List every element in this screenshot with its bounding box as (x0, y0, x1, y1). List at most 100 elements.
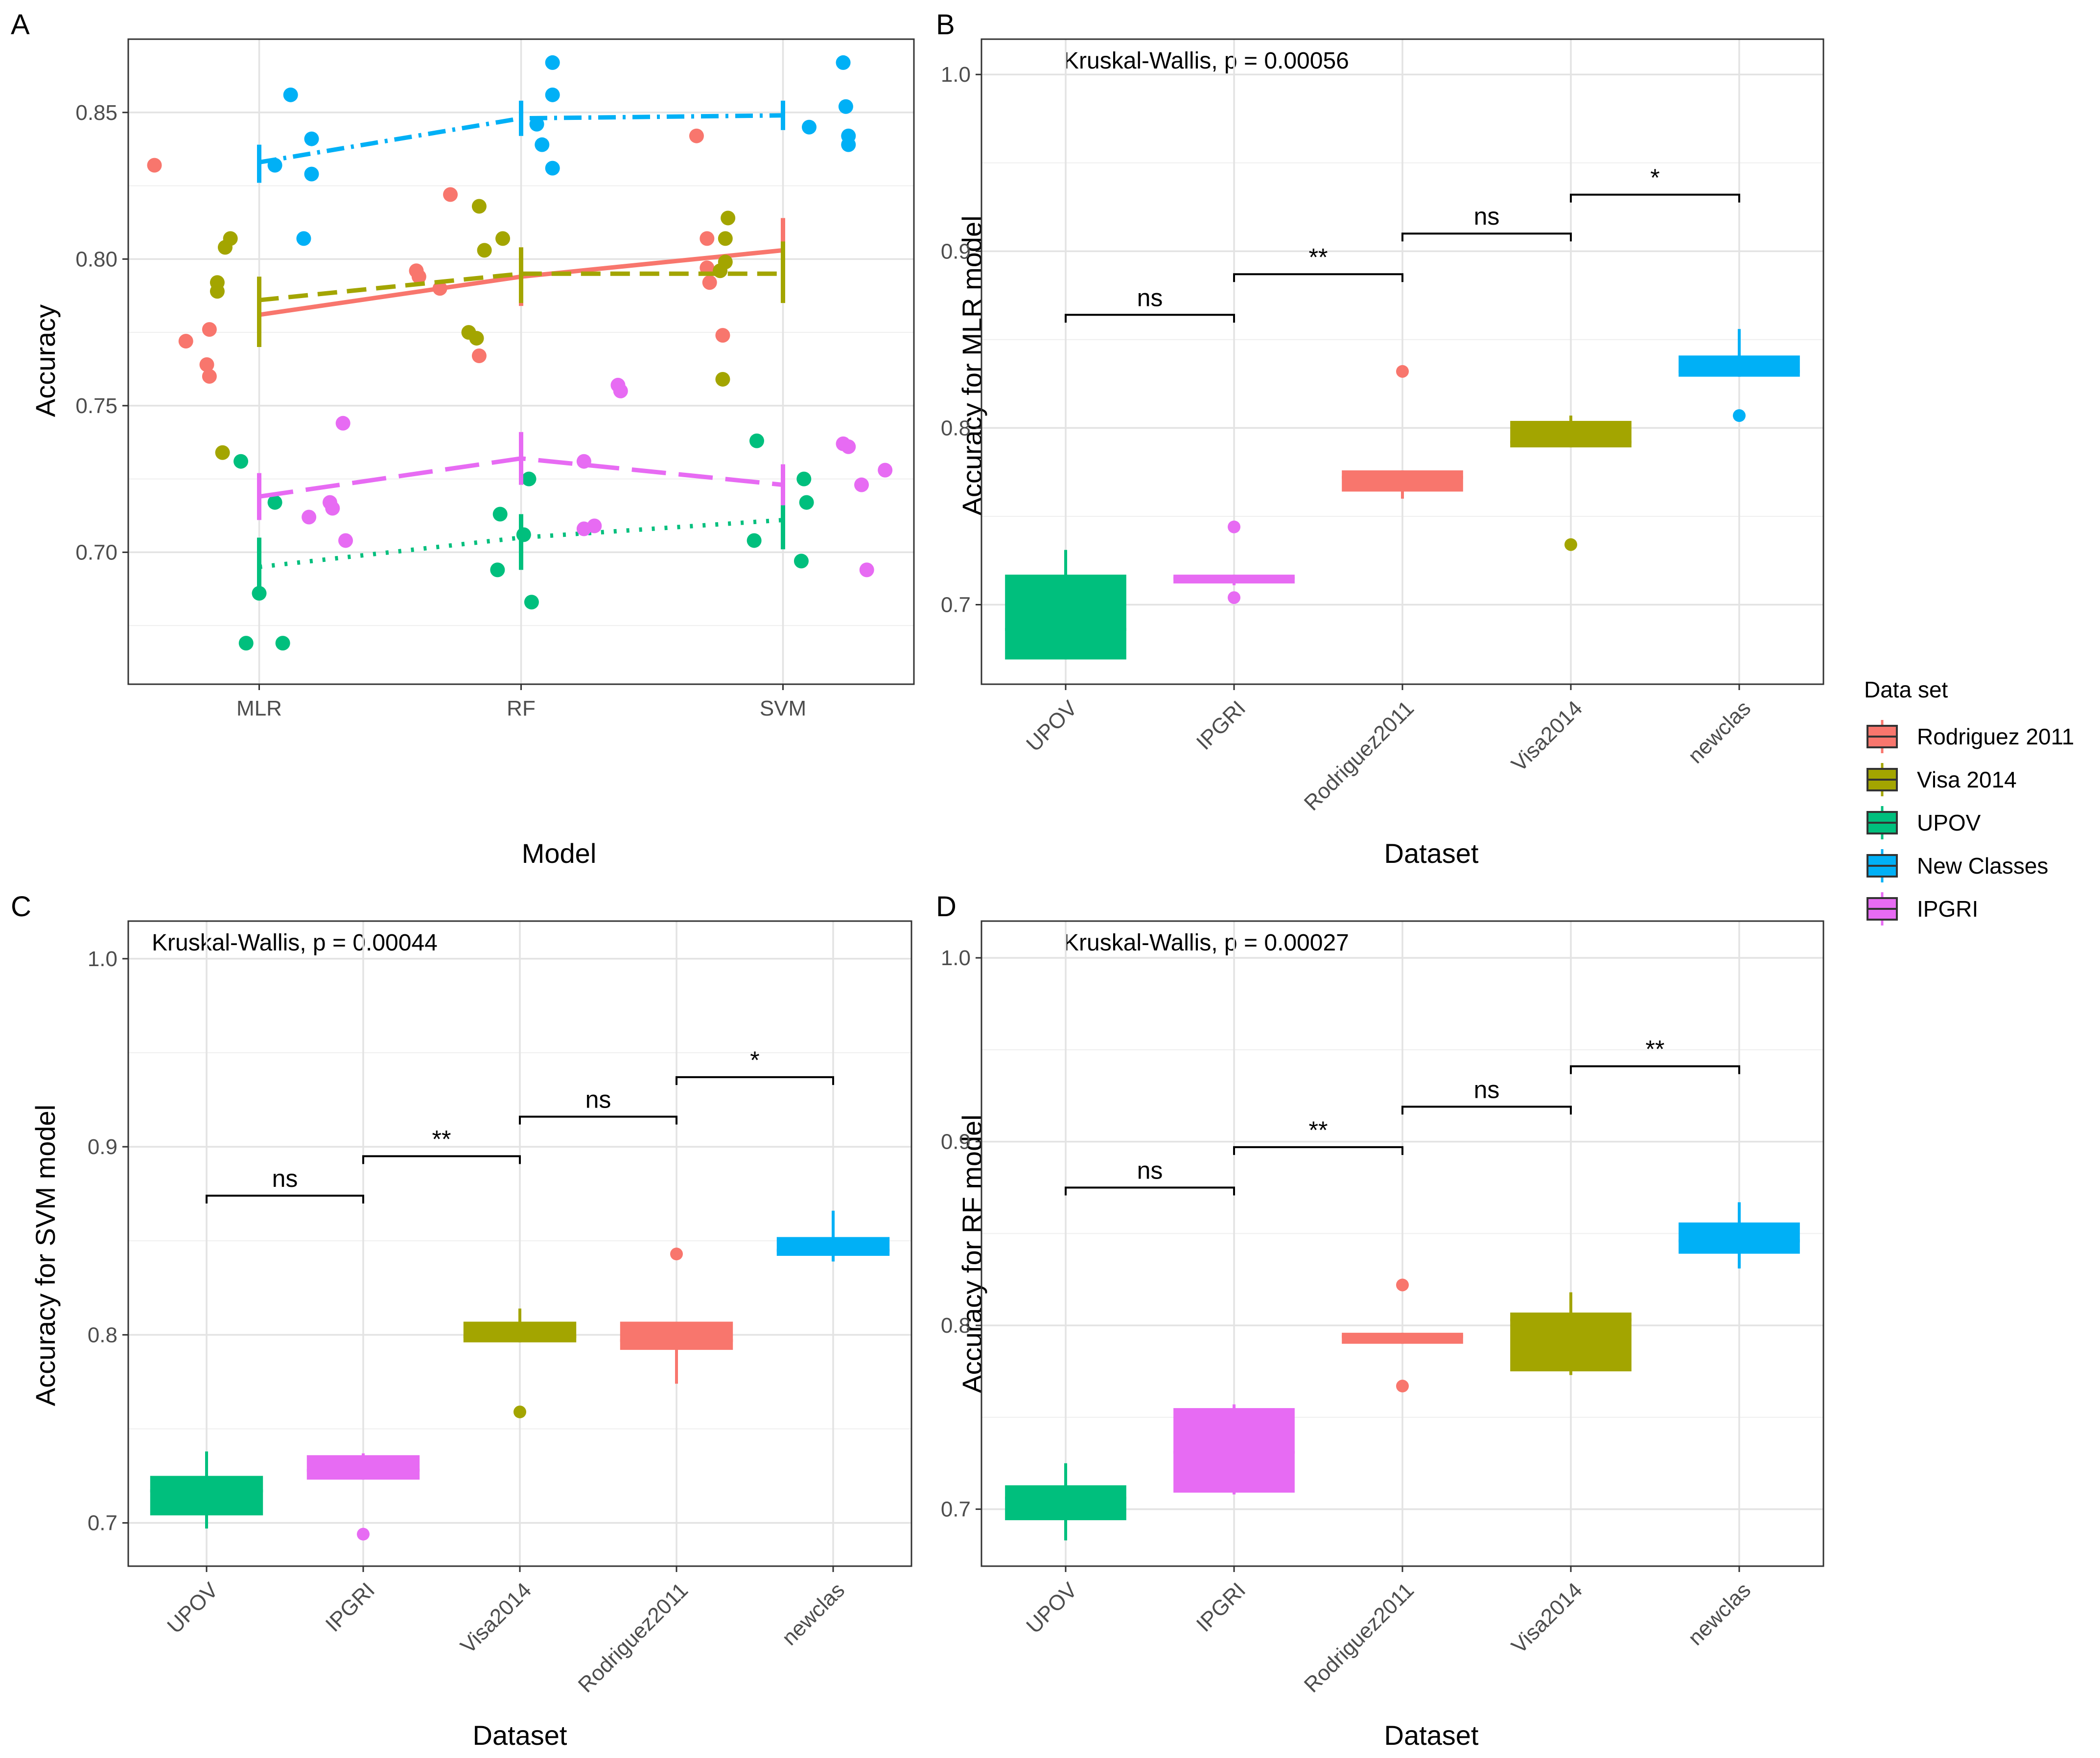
y-tick-label: 1.0 (941, 63, 971, 87)
y-tick-label: 0.7 (941, 1498, 971, 1522)
box-UPOV (1005, 550, 1126, 660)
panel-b-kruskal-wallis: Kruskal-Wallis, p = 0.00056 (1063, 48, 1349, 74)
data-point-UPOV (793, 554, 809, 569)
box-body-newclas (1679, 1222, 1800, 1254)
panel-c-kruskal-wallis: Kruskal-Wallis, p = 0.00044 (152, 930, 438, 956)
bracket-line (676, 1076, 834, 1085)
data-point-newclas (283, 87, 298, 102)
data-point-UPOV (492, 507, 508, 522)
data-point-UPOV (799, 495, 814, 510)
box-Visa2014 (463, 1308, 577, 1418)
significance-label: ns (1474, 1076, 1500, 1103)
legend-label: IPGRI (1917, 896, 1978, 922)
data-point-IPGRI (576, 454, 591, 469)
comparison-bracket: ns (1401, 1076, 1572, 1115)
data-point-Rodriguez2011 (689, 128, 704, 143)
data-point-IPGRI (859, 562, 874, 578)
data-point-newclas (267, 158, 282, 173)
outlier-IPGRI (1228, 591, 1240, 604)
bracket-line (1401, 1106, 1572, 1115)
box-body-newclas (1679, 355, 1800, 377)
data-point-newclas (304, 166, 319, 182)
comparison-bracket: * (676, 1046, 834, 1085)
data-point-newclas (545, 55, 560, 70)
box-Rodriguez2011 (620, 1248, 733, 1384)
data-point-Visa2014 (477, 243, 492, 258)
data-point-UPOV (252, 586, 267, 601)
data-point-Rodriguez2011 (202, 322, 217, 337)
bracket-line (1401, 232, 1572, 242)
box-UPOV (1005, 1463, 1126, 1541)
data-point-newclas (836, 55, 851, 70)
x-tick-label: RF (507, 696, 536, 720)
y-tick-label: 0.70 (75, 540, 117, 564)
box-newclas (1679, 1202, 1800, 1269)
box-IPGRI (1173, 520, 1295, 604)
panel-d-xlabel: Dataset (1384, 1720, 1479, 1751)
bracket-line (519, 1115, 677, 1125)
panel-a-border (127, 38, 915, 685)
data-point-Rodriguez2011 (471, 348, 487, 364)
comparison-bracket: ns (519, 1086, 677, 1125)
data-point-IPGRI (335, 416, 350, 431)
data-point-IPGRI (325, 501, 340, 516)
data-point-IPGRI (854, 477, 869, 492)
y-tick-label: 0.7 (941, 593, 971, 617)
series-newclas (257, 55, 856, 246)
box-body-UPOV (1005, 575, 1126, 660)
data-point-Rodriguez2011 (702, 275, 717, 290)
significance-label: ** (1646, 1036, 1665, 1063)
data-point-Visa2014 (210, 284, 225, 299)
panel-d-border (980, 920, 1824, 1567)
significance-label: ** (432, 1125, 451, 1153)
data-point-IPGRI (841, 439, 856, 454)
comparison-bracket: ns (206, 1165, 364, 1204)
data-point-UPOV (796, 471, 812, 486)
legend-key-newclas (1867, 849, 1898, 882)
y-tick-label: 0.9 (941, 239, 971, 263)
data-point-Rodriguez2011 (202, 369, 217, 384)
box-UPOV (150, 1451, 263, 1529)
legend-label: New Classes (1917, 853, 2048, 879)
bracket-line (1233, 273, 1403, 282)
y-tick-label: 0.75 (75, 394, 117, 418)
outlier-IPGRI (1228, 520, 1240, 533)
data-point-IPGRI (302, 509, 317, 525)
data-point-newclas (545, 161, 560, 176)
y-tick-label: 0.80 (75, 247, 117, 271)
y-tick-label: 0.9 (941, 1130, 971, 1154)
series-IPGRI (257, 377, 893, 578)
panel-c-ylabel: Accuracy for SVM model (30, 1105, 61, 1406)
box-body-UPOV (150, 1476, 263, 1516)
box-IPGRI (306, 1453, 420, 1541)
comparison-bracket: ** (362, 1125, 521, 1164)
panel-a-scatter: A Model Accuracy 0.70 0.75 0.80 0.85 MLR RF SV… (11, 9, 915, 869)
bracket-line (206, 1195, 364, 1204)
series-Visa2014 (210, 199, 785, 460)
panel-b-border (980, 38, 1824, 685)
bracket-line (1570, 1065, 1740, 1074)
box-Rodriguez2011 (1342, 365, 1463, 499)
data-point-newclas (304, 131, 319, 146)
box-body-IPGRI (306, 1455, 420, 1480)
data-point-Rodriguez2011 (715, 328, 730, 343)
box-body-Rodriguez2011 (1342, 470, 1463, 492)
data-point-UPOV (233, 454, 249, 469)
data-point-Rodriguez2011 (147, 158, 162, 173)
box-body-Rodriguez2011 (1342, 1333, 1463, 1344)
series-UPOV (233, 433, 814, 651)
data-point-UPOV (747, 533, 762, 548)
legend: Data set Rodriguez 2011 Visa 2014 UPOV New … (1864, 677, 2074, 925)
data-point-Visa2014 (715, 371, 730, 387)
box-body-UPOV (1005, 1485, 1126, 1521)
legend-key-UPOV (1867, 806, 1898, 839)
legend-label: UPOV (1917, 810, 1981, 835)
data-point-newclas (802, 119, 817, 135)
legend-key-IPGRI (1867, 892, 1898, 925)
data-point-Rodriguez2011 (409, 263, 424, 278)
bracket-line (1065, 1186, 1235, 1196)
bracket-line (1065, 314, 1235, 323)
panel-b-letter: B (936, 9, 955, 41)
outlier-Rodriguez2011 (670, 1248, 683, 1261)
